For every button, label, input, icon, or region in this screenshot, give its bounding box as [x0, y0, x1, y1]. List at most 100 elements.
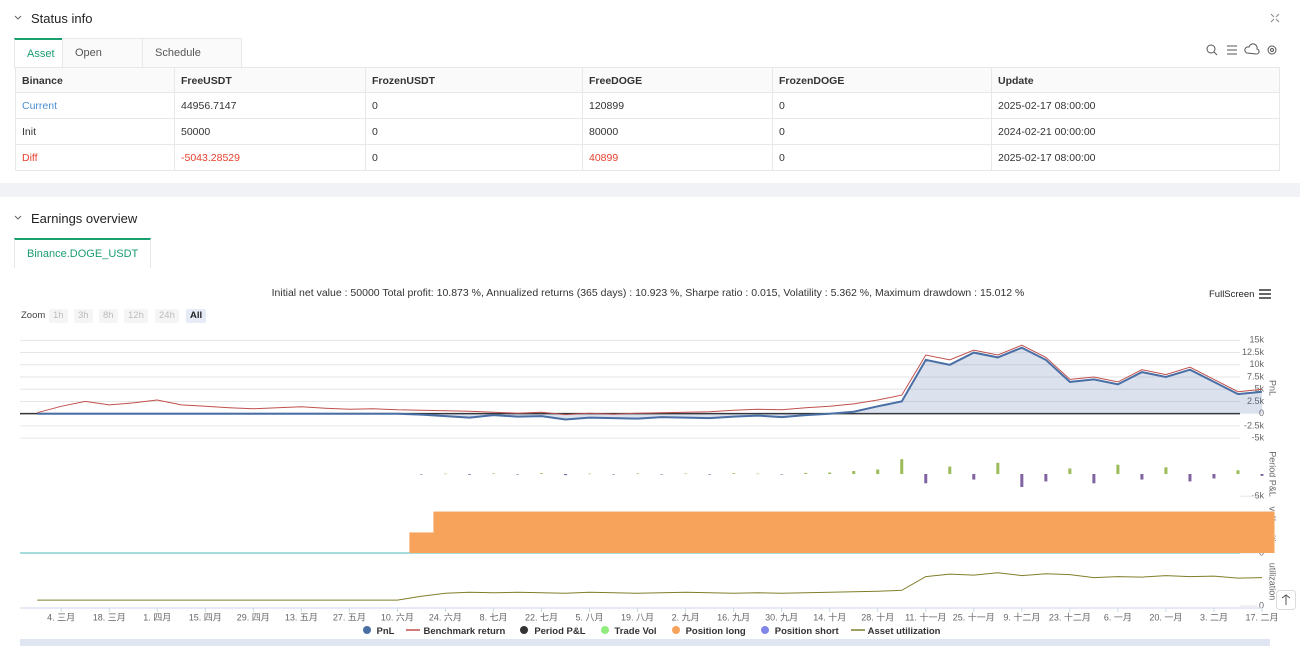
position-step: [1201, 511, 1227, 553]
legend-item[interactable]: Trade Vol: [598, 625, 657, 637]
bar: [515, 474, 519, 475]
tab[interactable]: Asset: [14, 38, 64, 68]
x-tick-label: 19. 八月: [621, 612, 654, 622]
zoom-button[interactable]: 12h: [124, 309, 148, 323]
x-tick-label: 17. 二月: [1245, 612, 1278, 622]
collapse-icon[interactable]: [13, 13, 23, 23]
position-step: [769, 511, 795, 553]
zoom-button[interactable]: 8h: [99, 309, 118, 323]
scroll-top[interactable]: [1276, 590, 1296, 610]
zoom-button[interactable]: 24h: [155, 309, 179, 323]
zoom-button[interactable]: All: [186, 309, 207, 323]
table-cell: 0: [773, 145, 992, 171]
bar: [684, 473, 688, 475]
table-cell: 2025-02-17 08:00:00: [992, 93, 1280, 119]
y-tick-label: 7.5k: [1247, 371, 1265, 381]
table-cell: 50000: [175, 119, 366, 145]
bar: [996, 462, 1000, 474]
legend-item[interactable]: Benchmark return: [406, 625, 505, 637]
legend-item[interactable]: Asset utilization: [850, 625, 941, 637]
expand-icon[interactable]: [1269, 12, 1281, 24]
line: [37, 572, 1263, 601]
legend-symbol: [406, 629, 421, 631]
table-cell: 0: [773, 119, 992, 145]
bar: [804, 472, 808, 474]
zoom-button[interactable]: 1h: [49, 309, 68, 323]
navigator[interactable]: [20, 639, 1270, 646]
fullscreen-button[interactable]: FullScreen: [1209, 289, 1255, 300]
axis-title: Period P&L: [1268, 451, 1278, 497]
x-tick-label: 14. 十月: [813, 611, 846, 622]
bar: [1164, 467, 1168, 474]
bar: [660, 474, 664, 475]
bar: [972, 474, 976, 480]
position-step: [1129, 511, 1155, 553]
legend-symbol: [362, 626, 371, 634]
legend-label: Asset utilization: [867, 626, 941, 637]
bar: [491, 473, 495, 474]
legend-label: Trade Vol: [614, 626, 657, 637]
table-cell: 2024-02-21 00:00:00: [992, 119, 1280, 145]
position-step: [1225, 511, 1251, 553]
line: [37, 344, 1263, 416]
position-step: [457, 511, 482, 553]
table-cell: 120899: [583, 93, 773, 119]
x-tick-label: 9. 十二月: [1003, 611, 1040, 622]
legend-label: Position long: [685, 626, 746, 637]
legend-item[interactable]: Position short: [758, 625, 839, 637]
bar: [852, 471, 856, 474]
position-step: [1057, 511, 1083, 553]
menu-icon[interactable]: [1259, 289, 1271, 299]
y-tick-label: 10k: [1249, 359, 1264, 369]
bar: [540, 473, 544, 474]
y-tick-label: -5k: [1251, 432, 1264, 442]
column-header: FreeDOGE: [583, 67, 773, 93]
bar: [1236, 470, 1240, 474]
bar: [1020, 474, 1024, 487]
table-cell: 0: [366, 145, 583, 171]
bar: [1212, 474, 1216, 479]
position-step: [481, 511, 506, 553]
position-step: [745, 511, 771, 553]
bar: [1092, 474, 1096, 484]
zoom-label: Zoom: [21, 310, 46, 321]
bar: [1068, 468, 1072, 474]
bar: [1140, 474, 1144, 480]
collapse-icon[interactable]: [13, 213, 23, 223]
position-step: [817, 511, 843, 553]
tab[interactable]: Open orders: [62, 38, 144, 87]
x-tick-label: 13. 五月: [285, 612, 318, 622]
tab[interactable]: Binance.DOGE_USDT: [14, 238, 152, 268]
legend-item[interactable]: Period P&L: [517, 625, 586, 637]
position-step: [1009, 511, 1035, 553]
bar: [756, 473, 760, 475]
position-step: [1177, 511, 1203, 553]
column-header: Update: [992, 67, 1280, 93]
column-header: Binance: [15, 67, 175, 93]
x-tick-label: 20. 一月: [1149, 612, 1182, 622]
x-tick-label: 18. 三月: [93, 612, 126, 622]
legend-item[interactable]: Position long: [669, 625, 746, 637]
position-step: [1249, 511, 1275, 553]
position-step: [673, 511, 699, 553]
bar: [828, 472, 832, 474]
bar: [564, 474, 568, 476]
position-step: [577, 511, 603, 553]
y-tick-label: 5k: [1254, 384, 1264, 394]
x-tick-label: 10. 六月: [381, 611, 414, 622]
line: [37, 346, 1263, 421]
y-tick-label: 2.5k: [1247, 396, 1265, 406]
bar: [1116, 464, 1120, 474]
legend-label: PnL: [376, 626, 395, 637]
table-cell: 44956.7147: [175, 93, 366, 119]
legend-item[interactable]: PnL: [360, 625, 395, 637]
x-tick-label: 15. 四月: [189, 612, 222, 622]
bar: [419, 474, 423, 475]
position-step: [961, 511, 987, 553]
toolbar-icons[interactable]: [1205, 43, 1280, 57]
y-tick-label: -6k: [1251, 491, 1264, 501]
x-tick-label: 22. 七月: [525, 612, 558, 622]
table-cell: 80000: [583, 119, 773, 145]
zoom-button[interactable]: 3h: [74, 309, 93, 323]
